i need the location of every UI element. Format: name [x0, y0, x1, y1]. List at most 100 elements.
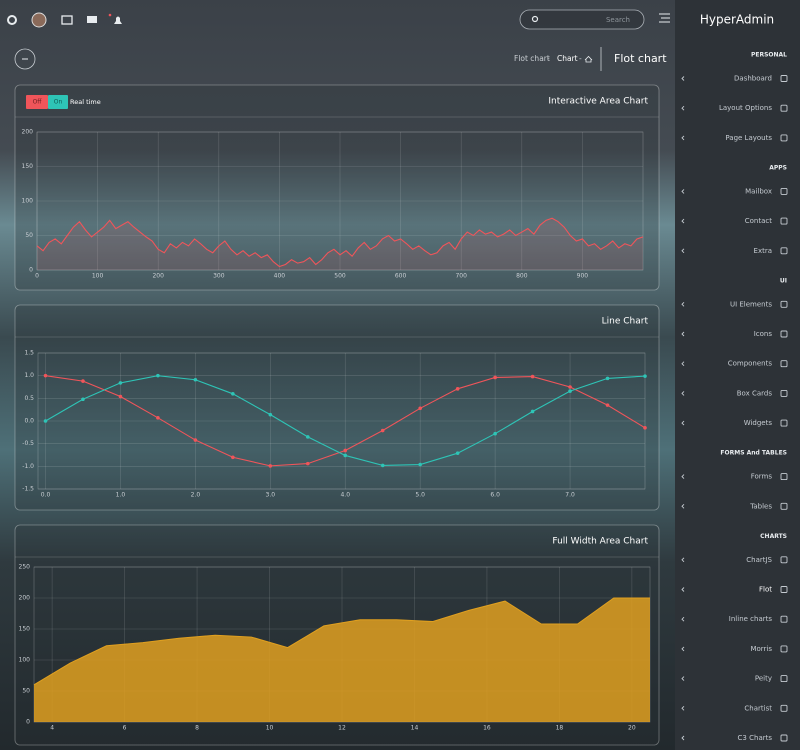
point [343, 448, 348, 453]
menu-item[interactable]: Flot [759, 586, 772, 594]
menu-item[interactable]: Layout Options [719, 104, 772, 112]
point [455, 387, 460, 391]
menu-item[interactable]: Chartist [744, 704, 772, 712]
menu-item[interactable]: C3 Charts [738, 734, 773, 742]
point [43, 419, 48, 423]
point [530, 409, 535, 414]
x-tick-label: 18 [556, 725, 564, 732]
menu-item[interactable]: Tables [749, 502, 772, 510]
bell-icon[interactable] [114, 16, 122, 25]
chevron [681, 646, 685, 652]
chevron [681, 474, 685, 479]
notification-dot [108, 13, 112, 17]
chevron [681, 391, 685, 396]
y-tick-label: 50 [22, 688, 30, 695]
menu-item[interactable]: Morris [750, 645, 772, 653]
y-tick-label: 200 [22, 129, 34, 136]
mail-icon[interactable] [87, 16, 97, 23]
card-title: Full Width Area Chart [552, 537, 648, 547]
point [268, 464, 273, 468]
menu-item[interactable]: Box Cards [737, 389, 773, 397]
chevron [681, 735, 685, 741]
menu-icon [780, 473, 788, 481]
menu-icon [780, 104, 788, 112]
search-box[interactable] [519, 9, 645, 30]
point [193, 377, 198, 382]
chevron [681, 105, 685, 111]
point [493, 431, 497, 436]
menu-item[interactable]: Page Layouts [725, 134, 772, 142]
collapse-button[interactable] [14, 48, 36, 70]
menu-icon[interactable] [659, 13, 670, 23]
menu-item[interactable]: UI Elements [730, 300, 772, 308]
toggle-on[interactable] [48, 95, 68, 109]
menu-item[interactable]: Inline charts [729, 615, 773, 623]
point [43, 373, 48, 378]
y-tick-label: -1.0 [22, 463, 34, 470]
chevron [681, 189, 685, 194]
point [380, 463, 385, 468]
point [380, 428, 385, 433]
plot-border [36, 131, 644, 271]
x-tick-label: 4.0 [340, 492, 350, 499]
settings-icon[interactable] [7, 15, 17, 25]
chart: 1.5 1.0 0.5 0.0 -0.5 -1.0 -1.5 0.0 1.0 2.0 3.0 4.0 5… [22, 350, 647, 499]
area-line [33, 597, 650, 686]
y-tick-label: 100 [19, 657, 31, 664]
menu-item[interactable]: Extra [754, 247, 772, 255]
point [343, 453, 348, 458]
point [305, 435, 310, 439]
menu-item[interactable]: Widgets [744, 419, 773, 427]
point [193, 438, 198, 442]
card [14, 84, 660, 291]
x-tick-label: 5.0 [415, 492, 425, 499]
chevron [681, 301, 685, 307]
menu-item[interactable]: Mailbox [745, 187, 772, 195]
menu-item[interactable]: Icons [754, 330, 773, 338]
briefcase-icon[interactable] [61, 15, 73, 25]
chart: 0 50 100 150 200 0 100 200 300 400 500 600 700 800 900 [22, 129, 644, 280]
menu-item[interactable]: Components [728, 360, 773, 368]
card-title: Line Chart [602, 317, 649, 327]
breadcrumb-item[interactable]: Chart [557, 54, 578, 63]
toggle-off[interactable] [26, 95, 48, 109]
x-tick-label: 16 [483, 725, 491, 732]
menu-item[interactable]: Forms [751, 473, 773, 481]
x-tick-label: 0.0 [41, 492, 51, 499]
avatar[interactable] [31, 12, 47, 28]
home-icon[interactable] [584, 55, 593, 63]
chart: 0 50 100 150 200 250 4 6 8 10 12 14 16 18 20 [19, 564, 651, 732]
x-tick-label: 7.0 [565, 492, 575, 499]
point [493, 375, 497, 380]
menu-icon [780, 300, 788, 308]
chevron [681, 135, 685, 141]
x-tick-label: 8 [195, 725, 199, 732]
y-tick-label: -1.5 [22, 486, 34, 493]
brand[interactable]: HyperAdmin [700, 13, 774, 27]
x-tick-label: 10 [266, 725, 274, 732]
chevron [681, 248, 685, 254]
menu-heading: APPS [769, 164, 787, 171]
menu-icon [780, 502, 788, 510]
menu-heading: PERSONAL [751, 52, 787, 59]
point [568, 385, 572, 389]
menu-item[interactable]: ChartJS [746, 556, 772, 564]
menu-icon [780, 734, 788, 742]
y-tick-label: 200 [19, 595, 31, 602]
breadcrumb-item[interactable]: Flot chart [514, 54, 550, 63]
breadcrumb-separator: - [579, 54, 582, 63]
point [568, 389, 572, 393]
menu-item[interactable]: Dashboard [734, 75, 772, 83]
chevron [681, 616, 685, 622]
y-tick-label: 0.5 [24, 395, 34, 402]
menu-item[interactable]: Peity [755, 675, 772, 683]
x-tick-label: 20 [628, 725, 636, 732]
menu-item[interactable]: Contact [745, 217, 772, 225]
x-tick-label: 1.0 [116, 492, 126, 499]
x-tick-label: 400 [274, 273, 286, 280]
x-tick-label: 900 [577, 273, 589, 280]
point [605, 376, 610, 381]
toggle-off-label: Off [33, 99, 43, 106]
